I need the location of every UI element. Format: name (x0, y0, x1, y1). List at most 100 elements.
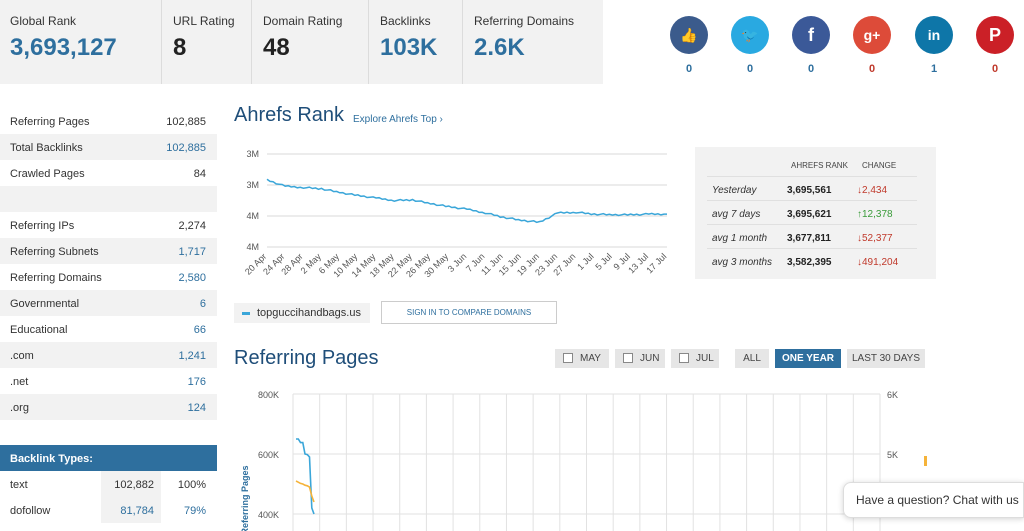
facebook-icon[interactable]: f (792, 16, 830, 54)
share-linkedin[interactable]: in 1 (915, 16, 953, 75)
google-plus-icon[interactable]: g+ (853, 16, 891, 54)
filter-all[interactable]: ALL (735, 349, 769, 368)
linkedin-icon[interactable]: in (915, 16, 953, 54)
share-count: 0 (868, 63, 876, 75)
filter-one-year[interactable]: ONE YEAR (775, 349, 841, 368)
y-tick-label: 3M (246, 149, 259, 159)
sidebar-row[interactable]: .org 124 (0, 394, 217, 420)
sidebar-row-value: 102,885 (166, 116, 206, 128)
sidebar-row[interactable]: Referring Domains 2,580 (0, 264, 217, 290)
checkbox[interactable] (623, 353, 633, 363)
arrow-down-icon: ↓ (857, 257, 862, 268)
rank-change-value: 12,378 (862, 209, 893, 220)
rank-series-line (266, 178, 667, 224)
stat-domain-rating: Domain Rating 48 (253, 0, 369, 84)
pinterest-icon[interactable]: P (976, 16, 1014, 54)
backlink-type-label: dofollow (10, 505, 51, 517)
stats-bar: Global Rank 3,693,127 URL Rating 8 Domai… (0, 0, 603, 84)
rank-change: ↓52,377 (857, 233, 893, 244)
compare-domains-button[interactable]: SIGN IN TO COMPARE DOMAINS (381, 301, 557, 324)
backlink-type-count[interactable]: 81,784 (120, 505, 154, 517)
change-col-header: CHANGE (862, 161, 897, 170)
sidebar-row-label: .net (10, 376, 29, 388)
sidebar-row-value[interactable]: 66 (193, 324, 206, 336)
sidebar-row-value[interactable]: 6 (199, 298, 206, 310)
backlink-type-row: dofollow 81,784 79% (0, 497, 217, 523)
backlink-type-row: text 102,882 100% (0, 471, 217, 497)
rank-period: Yesterday (712, 185, 757, 196)
chat-label[interactable]: Have a question? Chat with us (856, 493, 1019, 507)
sidebar-row-value[interactable]: 2,580 (178, 272, 206, 284)
sidebar-row-label: Total Backlinks (10, 142, 83, 154)
rank-change-value: 491,204 (862, 257, 899, 268)
arrow-up-icon: ↑ (857, 209, 862, 220)
stat-url-rating: URL Rating 8 (163, 0, 252, 84)
sidebar-row[interactable]: Total Backlinks 102,885 (0, 134, 217, 160)
filter-last-30-days[interactable]: LAST 30 DAYS (847, 349, 925, 368)
rank-value: 3,582,395 (787, 257, 832, 268)
twitter-icon[interactable]: 🐦 (731, 16, 769, 54)
sidebar-row[interactable]: Referring Subnets 1,717 (0, 238, 217, 264)
legend-swatch (242, 312, 250, 315)
stat-value[interactable]: 103K (380, 34, 438, 61)
sidebar-row-value[interactable]: 124 (187, 402, 206, 414)
sidebar-row-label: Referring Pages (10, 116, 90, 128)
sidebar-row-label: Referring Subnets (10, 246, 99, 258)
stat-referring-domains[interactable]: Referring Domains 2.6K (464, 0, 603, 84)
x-tick-label: 17 Jul (644, 251, 668, 275)
sidebar-row[interactable]: Governmental 6 (0, 290, 217, 316)
domain-name: topguccihandbags.us (257, 307, 361, 319)
share-twitter[interactable]: 🐦 0 (731, 16, 769, 75)
backlink-types-title: Backlink Types: (10, 453, 93, 465)
share-thumbs-up[interactable]: 👍 0 (670, 16, 708, 75)
share-google-plus[interactable]: g+ 0 (853, 16, 891, 75)
sidebar-row-label: .com (10, 350, 34, 362)
sidebar-row-value[interactable]: 176 (187, 376, 206, 388)
rank-change: ↓2,434 (857, 185, 887, 196)
count-cell-bg (101, 471, 161, 497)
rank-row: avg 3 months 3,582,395 ↓491,204 (707, 248, 917, 272)
backlink-type-label: text (10, 479, 28, 491)
share-count: 0 (991, 63, 999, 75)
rank-change-value: 52,377 (862, 233, 893, 244)
filter-jun[interactable]: JUN (615, 349, 665, 368)
sidebar-row-label: Crawled Pages (10, 168, 85, 180)
sidebar-row-value[interactable]: 1,241 (178, 350, 206, 362)
filter-may[interactable]: MAY (555, 349, 609, 368)
y-tick-label: 800K (258, 390, 279, 400)
stat-backlinks[interactable]: Backlinks 103K (370, 0, 463, 84)
sidebar-row-value[interactable]: 1,717 (178, 246, 206, 258)
sidebar-row-value[interactable]: 102,885 (166, 142, 206, 154)
referring-pages-title: Referring Pages (234, 347, 379, 369)
sidebar-row[interactable]: .net 176 (0, 368, 217, 394)
y-axis-label: Referring Pages (240, 465, 250, 531)
checkbox[interactable] (563, 353, 573, 363)
stat-label: Global Rank (10, 14, 77, 28)
sidebar-row[interactable]: Educational 66 (0, 316, 217, 342)
rank-change: ↑12,378 (857, 209, 893, 220)
backlink-type-percent: 100% (177, 479, 206, 491)
domain-legend: topguccihandbags.us (234, 303, 370, 323)
rank-change: ↓491,204 (857, 257, 898, 268)
explore-ahrefs-top-link[interactable]: Explore Ahrefs Top › (353, 114, 443, 125)
stat-label: Domain Rating (263, 14, 343, 28)
y-tick-label: 400K (258, 510, 279, 520)
rank-row: Yesterday 3,695,561 ↓2,434 (707, 176, 917, 200)
filter-jul[interactable]: JUL (671, 349, 719, 368)
chat-widget[interactable]: Have a question? Chat with us (843, 482, 1024, 518)
thumbs-up-icon[interactable]: 👍 (670, 16, 708, 54)
y2-legend-marker (924, 456, 927, 466)
sidebar-row-value: 2,274 (178, 220, 206, 232)
sidebar-row[interactable]: .com 1,241 (0, 342, 217, 368)
checkbox[interactable] (679, 353, 689, 363)
y-tick-label: 4M (246, 211, 259, 221)
rank-value: 3,695,561 (787, 185, 832, 196)
share-count: 0 (746, 63, 754, 75)
rank-row: avg 7 days 3,695,621 ↑12,378 (707, 200, 917, 224)
stat-value[interactable]: 2.6K (474, 34, 525, 61)
y-tick-label: 4M (246, 242, 259, 252)
